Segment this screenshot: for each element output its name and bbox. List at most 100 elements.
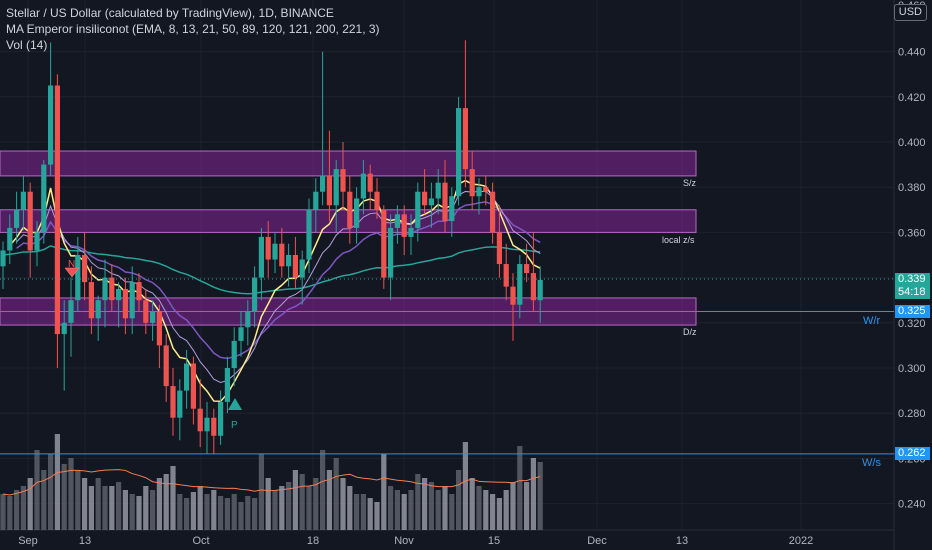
volume-bar [88,486,94,530]
time-tick-label: Oct [192,535,209,547]
volume-bar [530,458,536,530]
volume-bar [503,490,509,530]
volume-bar [496,498,502,530]
candle-body [61,322,67,335]
symbol-title[interactable]: Stellar / US Dollar (calculated by Tradi… [6,6,334,20]
candle-body [299,259,305,278]
candle-body [462,108,468,170]
candle-body [252,277,258,312]
currency-button[interactable]: USD [893,4,927,21]
candle-body [129,282,135,319]
candle-body [136,282,142,301]
volume-bar [143,486,149,530]
candle-body [449,196,455,222]
candle-body [102,277,108,301]
indicator-ma-emperor[interactable]: MA Emperor insiliconot (EMA, 8, 13, 21, … [6,22,380,36]
price-tick-label: 0.240 [898,499,926,511]
price-tick-label: 0.320 [898,318,926,330]
volume-bar [340,478,346,530]
candle-body [537,279,543,301]
volume-bar [462,442,468,530]
ema-slow [2,245,541,295]
candle-body [394,214,400,228]
volume-bar [48,454,54,530]
volume-bar [95,478,101,530]
horizontal-rays: W/r W/s [0,311,894,469]
volume-bar [490,494,496,530]
candle-body [224,368,230,402]
candle-body [34,232,40,251]
resistance-ray-label: W/r [863,315,880,327]
candle-body [530,273,536,301]
volume-bar [374,502,380,530]
candle-body [326,175,332,206]
candle-body [95,300,101,319]
volume-bar [517,446,523,530]
volume-ma-line [2,469,541,496]
signal-p-marker [228,398,242,410]
volume-bar [136,496,142,530]
volume-bar [204,494,210,530]
volume-bar [381,454,387,530]
volume-bar [286,482,292,530]
candle-body [245,311,251,328]
volume-bar [292,470,298,530]
volume-bar [0,494,6,530]
last-price-value: 0.339 [898,273,926,285]
candle-body [238,327,244,341]
volume-bar [476,486,482,530]
time-axis: Sep 13 Oct 18 Nov 15 Dec 13 2022 [18,535,813,547]
volume-bar [197,486,203,530]
volume-bar [27,478,33,530]
candle-body [374,191,380,210]
candle-body [82,255,88,283]
candle-body [292,255,298,278]
candle-body [340,169,346,192]
volume-bar [415,474,421,530]
candle-body [408,227,414,237]
price-tick-label: 0.280 [898,408,926,420]
candle-body [510,286,516,305]
volume-bar [388,486,394,530]
price-tick-label: 0.440 [898,47,926,59]
volume-bar [252,498,258,530]
volume-bar [14,490,20,530]
time-tick-label: 2022 [789,535,813,547]
candle-body [184,363,190,391]
volume-bar [354,494,360,530]
volume-bar [360,494,366,530]
candle-body [313,191,319,210]
candle-body [388,227,394,278]
volume-bar [258,454,264,530]
volume-bar [116,482,122,530]
candle-body [27,191,33,251]
signal-n-label: N [68,259,75,270]
candle-body [401,214,407,237]
volume-bar [401,494,407,530]
candle-body [415,191,421,228]
candle-body [476,187,482,197]
volume-bar [367,498,373,530]
candle-body [286,255,292,267]
indicator-volume[interactable]: Vol (14) [6,38,48,52]
zone-label-2: D/z [683,327,697,337]
candle-body [7,227,13,251]
candle-body [428,198,434,206]
price-tick-label: 0.300 [898,363,926,375]
volume-bar [82,478,88,530]
candle-body [469,169,475,197]
volume-bar [333,458,339,530]
volume-bar [347,486,353,530]
candles [0,40,543,454]
candle-body [381,209,387,278]
volume-bar [299,474,305,530]
candle-body [320,175,326,192]
zone-rect-0 [0,150,697,177]
candle-body [122,288,128,319]
candle-body [143,300,149,323]
volume-bar [442,486,448,530]
time-tick-label: 13 [676,535,688,547]
candle-body [150,311,156,323]
time-tick-label: Dec [587,535,607,547]
